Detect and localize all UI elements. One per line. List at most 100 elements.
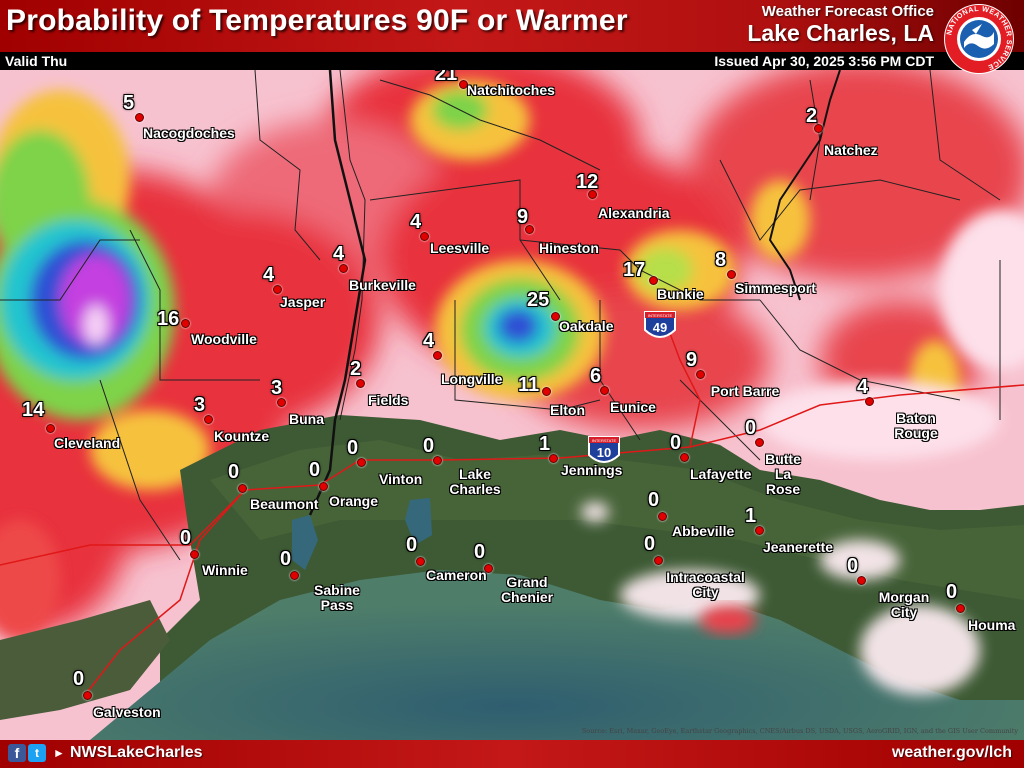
probability-value: 11 xyxy=(518,374,540,396)
city-dot xyxy=(135,113,144,122)
probability-value: 25 xyxy=(527,289,550,311)
probability-value: 1 xyxy=(745,505,757,527)
city-name: Morgan City xyxy=(878,589,930,620)
city-dot xyxy=(416,557,425,566)
city-name: Galveston xyxy=(93,704,161,720)
city-dot xyxy=(551,312,560,321)
city-name: Leesville xyxy=(430,240,490,256)
city-name: Cameron xyxy=(426,567,487,583)
probability-value: 4 xyxy=(857,376,869,398)
city-dot xyxy=(277,398,286,407)
probability-value: 9 xyxy=(517,206,529,228)
city-name: Elton xyxy=(550,402,585,418)
city-dot xyxy=(696,370,705,379)
office-label: Weather Forecast Office xyxy=(761,3,934,20)
city-dot xyxy=(356,379,365,388)
probability-value: 0 xyxy=(228,461,240,483)
city-dot xyxy=(755,526,764,535)
city-name: Eunice xyxy=(610,399,656,415)
calcasieu-lake xyxy=(405,498,432,545)
website-link[interactable]: weather.gov/lch xyxy=(891,744,1012,761)
city-name: Longville xyxy=(441,371,503,387)
city-name: Jasper xyxy=(280,294,326,310)
social-handle[interactable]: NWSLakeCharles xyxy=(70,744,203,761)
city-name: Cleveland xyxy=(54,435,121,451)
city-name: Sabine Pass xyxy=(314,582,360,613)
city-dot xyxy=(357,458,366,467)
city-dot xyxy=(46,424,55,433)
city-dot xyxy=(956,604,965,613)
city-name: Bunkie xyxy=(657,286,704,302)
probability-value: 3 xyxy=(194,394,206,416)
city-name: Grand Chenier xyxy=(500,574,554,605)
twitter-icon[interactable]: t xyxy=(28,744,46,762)
probability-value: 0 xyxy=(423,435,435,457)
boundaries xyxy=(0,69,1001,561)
city-name: Natchez xyxy=(824,142,878,158)
city-dot xyxy=(339,264,348,273)
city-dot xyxy=(433,351,442,360)
youtube-icon[interactable]: ► xyxy=(53,746,65,760)
probability-value: 4 xyxy=(333,243,345,265)
probability-value: 0 xyxy=(180,527,192,549)
sabine-lake xyxy=(292,515,318,570)
city-dot xyxy=(600,386,609,395)
city-name: Buna xyxy=(289,411,324,427)
city-dot xyxy=(204,415,213,424)
city-name: Vinton xyxy=(379,471,423,487)
city-dot xyxy=(857,576,866,585)
city-name: Alexandria xyxy=(598,205,670,221)
probability-value: 0 xyxy=(406,534,418,556)
probability-value: 3 xyxy=(271,377,283,399)
city-dot xyxy=(290,571,299,580)
city-dot xyxy=(181,319,190,328)
city-name: Woodville xyxy=(191,331,257,347)
city-dot xyxy=(727,270,736,279)
probability-value: 12 xyxy=(576,171,599,193)
city-dot xyxy=(319,482,328,491)
header-bar xyxy=(0,0,1024,52)
i10-shield: INTERSTATE 10 xyxy=(588,436,620,463)
probability-value: 5 xyxy=(123,92,135,114)
i49-shield: INTERSTATE 49 xyxy=(644,311,676,338)
svg-text:10: 10 xyxy=(597,445,611,460)
probability-value: 4 xyxy=(263,264,275,286)
city-name: Jeanerette xyxy=(763,539,834,555)
probability-value: 9 xyxy=(686,349,698,371)
svg-text:INTERSTATE: INTERSTATE xyxy=(592,438,617,443)
city-dot xyxy=(238,484,247,493)
probability-value: 4 xyxy=(410,211,422,233)
state-line xyxy=(308,69,367,516)
footer-bar xyxy=(0,740,1024,768)
probability-value: 16 xyxy=(157,308,180,330)
city-name: Baton Rouge xyxy=(894,410,938,441)
city-name: Lafayette xyxy=(690,466,752,482)
nws-logo: NATIONAL WEATHER SERVICE xyxy=(944,4,1014,74)
city-name: Orange xyxy=(329,493,379,509)
city-name: Beaumont xyxy=(250,496,319,512)
city-dot xyxy=(484,564,493,573)
city-name: Hineston xyxy=(539,240,599,256)
city-name: Butte La Rose xyxy=(765,451,801,497)
svg-text:INTERSTATE: INTERSTATE xyxy=(648,313,673,318)
probability-value: 0 xyxy=(648,489,660,511)
city-dot xyxy=(83,691,92,700)
facebook-icon[interactable]: f xyxy=(8,744,26,762)
city-name: Oakdale xyxy=(559,318,614,334)
page-title: Probability of Temperatures 90F or Warme… xyxy=(6,4,628,37)
map-attribution: Source: Esri, Maxar, GeoEye, Earthstar G… xyxy=(581,727,1018,735)
city-dot xyxy=(273,285,282,294)
probability-value: 1 xyxy=(539,433,551,455)
city-dot xyxy=(433,456,442,465)
city-dot xyxy=(865,397,874,406)
probability-value: 0 xyxy=(644,533,656,555)
vermilion-bay-patch xyxy=(700,606,756,634)
probability-value: 0 xyxy=(745,417,757,439)
city-dot xyxy=(190,550,199,559)
probability-value: 17 xyxy=(623,259,646,281)
city-name: Jennings xyxy=(561,462,623,478)
probability-value: 2 xyxy=(350,358,362,380)
city-name: Natchitoches xyxy=(467,82,555,98)
city-dot xyxy=(649,276,658,285)
city-dot xyxy=(755,438,764,447)
